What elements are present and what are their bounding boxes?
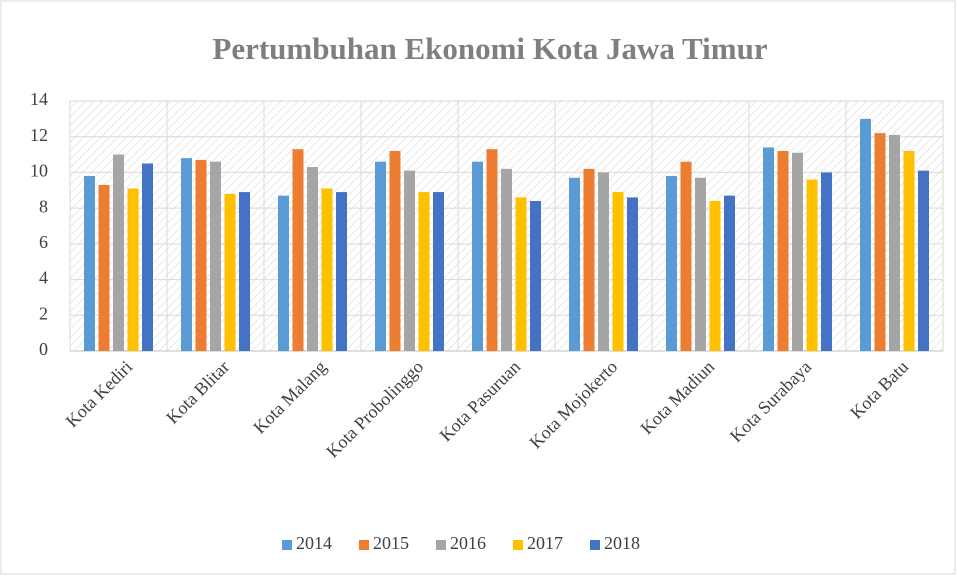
y-tick-label: 10 — [30, 161, 48, 181]
bar — [918, 170, 929, 351]
legend-label: 2018 — [604, 533, 640, 553]
bar — [127, 188, 139, 351]
bar — [321, 188, 333, 351]
bar — [680, 161, 692, 351]
bar — [709, 201, 721, 351]
bar — [612, 192, 624, 351]
bar — [472, 161, 483, 351]
y-tick-label: 8 — [39, 196, 48, 216]
bar — [569, 177, 580, 351]
bar — [84, 176, 95, 351]
y-tick-label: 12 — [30, 125, 48, 145]
legend-label: 2017 — [527, 533, 563, 553]
y-tick-label: 0 — [39, 339, 48, 359]
bar — [598, 172, 609, 351]
legend-swatch — [590, 540, 600, 550]
legend-swatch — [436, 540, 446, 550]
bar — [433, 192, 444, 351]
bar — [389, 151, 401, 351]
bar — [501, 168, 512, 351]
bar — [806, 179, 818, 351]
legend-label: 2014 — [296, 533, 332, 553]
legend-label: 2015 — [373, 533, 409, 553]
bar — [874, 133, 886, 351]
y-tick-label: 2 — [39, 303, 48, 323]
bar — [113, 154, 124, 351]
bar — [404, 170, 415, 351]
bar — [336, 192, 347, 351]
legend-swatch — [513, 540, 523, 550]
bar — [903, 151, 915, 351]
bar — [530, 201, 541, 351]
bar — [278, 195, 289, 351]
bar — [224, 193, 236, 351]
legend-label: 2016 — [450, 533, 486, 553]
bar — [98, 184, 110, 351]
bar — [666, 176, 677, 351]
bar — [375, 161, 386, 351]
y-tick-label: 6 — [39, 232, 48, 252]
bar — [418, 192, 430, 351]
bar — [889, 134, 900, 351]
bar — [239, 192, 250, 351]
bar — [724, 195, 735, 351]
bar — [181, 158, 192, 351]
bar — [763, 147, 774, 351]
bar — [583, 168, 595, 351]
bar — [292, 149, 304, 351]
bar — [486, 149, 498, 351]
bar — [307, 167, 318, 351]
bar — [142, 163, 153, 351]
legend-swatch — [282, 540, 292, 550]
bar — [195, 159, 207, 351]
bar — [792, 152, 803, 351]
bar — [821, 172, 832, 351]
y-tick-label: 14 — [30, 89, 48, 109]
bar — [777, 151, 789, 351]
bar — [695, 177, 706, 351]
bar — [627, 197, 638, 351]
legend-swatch — [359, 540, 369, 550]
bar — [210, 161, 221, 351]
bar — [515, 197, 527, 351]
y-tick-label: 4 — [39, 268, 48, 288]
chart-title: Pertumbuhan Ekonomi Kota Jawa Timur — [212, 31, 767, 66]
bar — [860, 118, 871, 351]
